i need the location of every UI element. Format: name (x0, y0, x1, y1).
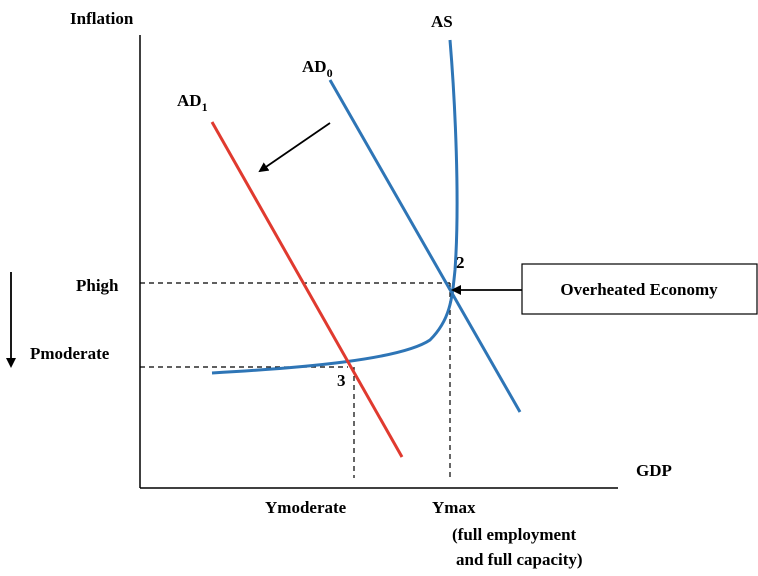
shift-arrow (258, 122, 331, 173)
curve-label-main: AD (177, 91, 202, 110)
curve-label-sub: 0 (327, 66, 333, 80)
price-label: Phigh (76, 276, 119, 295)
point-label: 2 (456, 253, 465, 272)
y-axis-label: Inflation (70, 9, 134, 28)
curve-label-sub: 1 (202, 100, 208, 114)
callout-box (521, 263, 758, 315)
guides (140, 282, 451, 478)
as-curve (211, 39, 459, 375)
output-label: Ymax (432, 498, 476, 517)
x-axis-label: GDP (636, 461, 672, 480)
curve-label-main: AD (302, 57, 327, 76)
output-note: (full employment (452, 525, 577, 544)
point-label: 3 (337, 371, 346, 390)
callout-text: Overheated Economy (560, 280, 718, 299)
ad1-curve (210, 121, 404, 458)
output-note: and full capacity) (456, 550, 583, 569)
curve-label: AS (431, 12, 453, 31)
ad0-curve (328, 79, 522, 413)
price-label: Pmoderate (30, 344, 110, 363)
curve-label: AD1 (177, 91, 208, 114)
curve-label: AD0 (302, 57, 333, 80)
output-label: Ymoderate (265, 498, 347, 517)
